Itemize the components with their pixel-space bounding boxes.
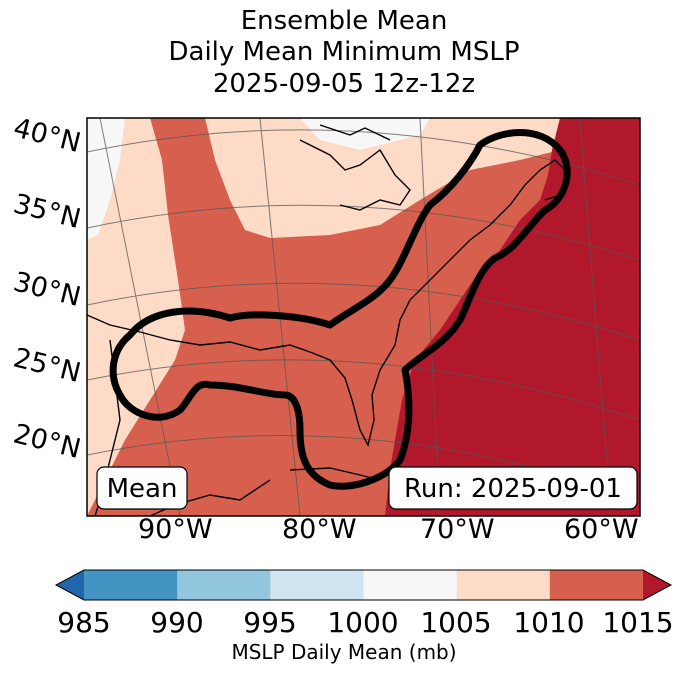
map-title-line-3: 2025-09-05 12z-12z [212, 69, 476, 99]
colorbar-tick-1015: 1015 [602, 606, 674, 639]
colorbar-segment [270, 570, 364, 600]
pressure-field-above-1015 [385, 118, 640, 516]
colorbar [54, 569, 673, 601]
colorbar-tick-990: 990 [150, 606, 204, 639]
colorbar-extend-high [643, 570, 671, 600]
map-title-line-2: Daily Mean Minimum MSLP [168, 37, 520, 67]
colorbar-tick-1005: 1005 [420, 606, 492, 639]
mean-label: Mean [107, 474, 178, 504]
lon-label-80w: 80°W [282, 514, 357, 545]
colorbar-outline [54, 569, 673, 601]
colorbar-segment [363, 570, 458, 600]
colorbar-segment [177, 570, 271, 600]
map-title-line-1: Ensemble Mean [240, 6, 448, 36]
mean-label-box [96, 466, 188, 510]
pressure-field-1005-1010-north [205, 118, 640, 238]
map-frame [86, 117, 641, 517]
colorbar-tick-985: 985 [57, 606, 111, 639]
colorbar-segment [549, 570, 644, 600]
colorbar-tick-995: 995 [243, 606, 297, 639]
run-label: Run: 2025-09-01 [404, 474, 622, 504]
run-label-box [388, 466, 638, 510]
pressure-field-1000-1005-west [87, 118, 125, 240]
lon-label-60w: 60°W [564, 514, 639, 545]
colorbar-label: MSLP Daily Mean (mb) [231, 640, 457, 664]
contour-line [109, 129, 571, 490]
colorbar-segment [84, 570, 178, 600]
lon-label-90w: 90°W [138, 514, 213, 545]
colorbar-extend-low [56, 570, 84, 600]
pressure-field-1000-1005-north [300, 118, 430, 150]
colorbar-segment [456, 570, 551, 600]
lon-label-70w: 70°W [420, 514, 495, 545]
pressure-field-1005-1010-west [87, 118, 185, 516]
colorbar-tick-1000: 1000 [327, 606, 399, 639]
colorbar-tick-1010: 1010 [513, 606, 585, 639]
